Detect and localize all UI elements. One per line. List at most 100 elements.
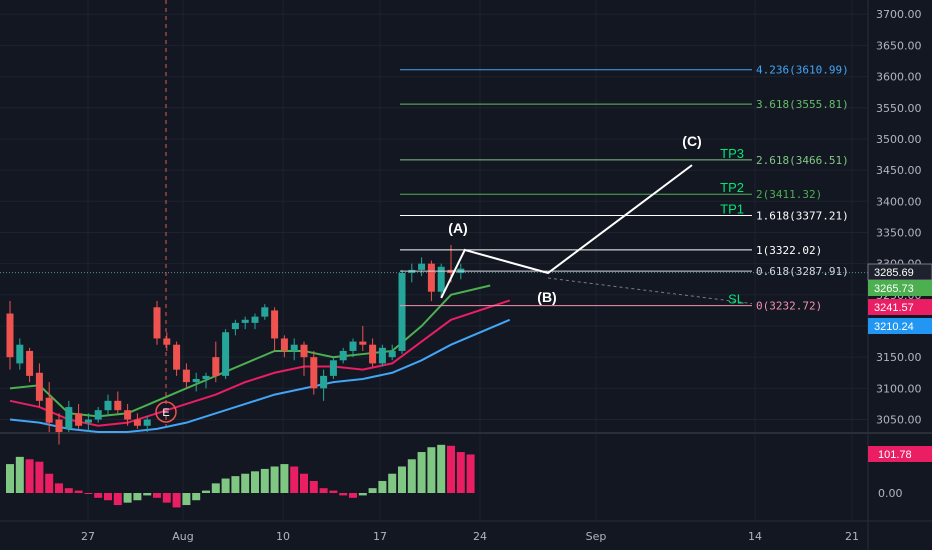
oscillator-bar	[358, 493, 367, 496]
fib-label: 1.618(3377.21)	[756, 210, 849, 223]
candle-body	[388, 350, 396, 358]
oscillator-bar	[25, 459, 34, 493]
oscillator-bar	[241, 473, 250, 493]
oscillator-bar	[94, 493, 103, 498]
fib-label: 4.236(3610.99)	[756, 64, 849, 77]
oscillator-bar	[329, 490, 338, 493]
candle-body	[153, 307, 161, 339]
oscillator-bar	[447, 445, 455, 493]
price-badge-label: 3210.24	[874, 321, 914, 333]
time-tick-label: 24	[473, 530, 487, 543]
candle-body	[182, 369, 190, 383]
candle-body	[359, 341, 367, 345]
time-tick-label: 17	[373, 530, 387, 543]
price-badge-label: 3265.73	[874, 283, 914, 295]
price-badge	[868, 318, 932, 334]
time-tick-label: 14	[748, 530, 762, 543]
oscillator-bar	[162, 493, 171, 503]
price-tick-label: 3400.00	[876, 195, 922, 208]
oscillator-bar	[74, 490, 83, 493]
oscillator-badge-label: 101.78	[878, 449, 912, 461]
projection-dashed	[547, 277, 753, 305]
candle-body	[339, 350, 347, 361]
candle-body	[349, 341, 357, 351]
candle-body	[75, 413, 83, 426]
candle-body	[45, 397, 53, 423]
candle-body	[231, 322, 239, 330]
price-badge	[868, 299, 932, 315]
oscillator-bar	[398, 466, 406, 493]
oscillator-bar	[339, 493, 348, 496]
candle-body	[133, 419, 141, 426]
oscillator-bar	[84, 493, 93, 494]
candle-body	[84, 419, 92, 423]
oscillator-bar	[153, 493, 161, 498]
oscillator-bar	[182, 493, 191, 506]
wave-label-c: (C)	[682, 133, 701, 149]
candle-body	[378, 347, 386, 364]
oscillator-bar	[172, 493, 181, 508]
wave-label-a: (A)	[448, 220, 467, 236]
oscillator-bar	[35, 461, 44, 493]
candle-body	[173, 344, 181, 370]
candle-body	[222, 332, 230, 376]
time-tick-label: Sep	[586, 530, 607, 543]
oscillator-bar	[290, 466, 299, 493]
candle-body	[290, 344, 298, 351]
oscillator-bar	[221, 478, 230, 493]
wave-projection: (A) (B) (C) TP3 TP2 TP1 SL	[440, 133, 753, 307]
candle-body	[192, 379, 200, 383]
fibonacci-levels: 0(3232.72) 0.618(3287.91) 1(3322.02) 1.618(…	[400, 64, 849, 313]
candle-body	[65, 407, 73, 429]
price-tick-label: 3650.00	[876, 39, 922, 52]
price-tick-label: 3100.00	[876, 382, 922, 395]
oscillator-bar	[378, 480, 387, 493]
fib-label: 2(3411.32)	[756, 188, 822, 201]
candle-body	[320, 375, 328, 389]
axes: 3050.003100.003150.003200.003250.003300.…	[81, 8, 932, 543]
oscillator-bar	[64, 488, 73, 493]
candle-body	[212, 357, 220, 376]
fib-label: 0.618(3287.91)	[756, 265, 849, 278]
candle-body	[114, 400, 122, 411]
oscillator-bar	[251, 471, 259, 493]
candle-body	[35, 372, 43, 401]
price-tick-label: 3700.00	[876, 8, 922, 21]
candle-body	[329, 360, 337, 376]
oscillator-bar	[270, 466, 279, 493]
oscillator-bar	[133, 493, 142, 501]
oscillator-bar	[143, 493, 152, 496]
candle-body	[310, 357, 318, 389]
oscillator-bar	[113, 493, 122, 506]
oscillator-bar	[466, 454, 475, 493]
candles: E	[6, 244, 465, 445]
candle-body	[251, 316, 259, 323]
candle-body	[398, 273, 406, 351]
target-sl: SL	[728, 292, 744, 307]
candle-body	[300, 344, 308, 358]
fib-label: 3.618(3555.81)	[756, 98, 849, 111]
oscillator-bar	[45, 473, 54, 493]
time-tick-label: 10	[276, 530, 290, 543]
candle-body	[143, 419, 151, 426]
candle-body	[261, 307, 269, 317]
oscillator-bar	[349, 493, 357, 498]
oscillator-bar	[15, 456, 24, 493]
time-tick-label: 27	[81, 530, 95, 543]
price-tick-label: 3550.00	[876, 102, 922, 115]
candle-body	[369, 344, 377, 364]
oscillator-bar	[202, 490, 210, 493]
target-tp3: TP3	[720, 146, 744, 161]
price-tick-label: 3450.00	[876, 164, 922, 177]
candle-body	[94, 410, 102, 420]
fib-label: 1(3322.02)	[756, 244, 822, 257]
oscillator-bar	[211, 483, 220, 493]
price-tick-label: 3600.00	[876, 71, 922, 84]
event-marker-label: E	[162, 407, 169, 419]
price-tick-label: 3500.00	[876, 133, 922, 146]
candle-body	[104, 400, 112, 411]
event-marker	[155, 401, 177, 423]
target-tp1: TP1	[720, 202, 744, 217]
candle-body	[55, 419, 63, 432]
